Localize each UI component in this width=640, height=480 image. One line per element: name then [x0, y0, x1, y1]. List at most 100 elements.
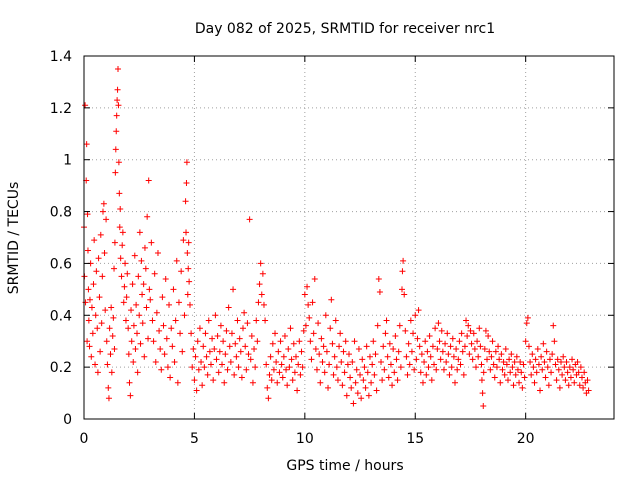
data-point: [464, 333, 471, 340]
data-point: [316, 351, 323, 358]
data-point: [378, 358, 385, 365]
data-point: [438, 327, 445, 334]
data-point: [223, 327, 230, 334]
data-point: [493, 364, 500, 371]
data-point: [290, 340, 297, 347]
data-point: [222, 351, 229, 358]
data-point: [160, 322, 167, 329]
data-point: [505, 377, 511, 384]
data-point: [136, 229, 143, 236]
data-point: [134, 369, 141, 376]
data-point: [376, 288, 383, 295]
data-point: [542, 374, 549, 381]
data-point: [174, 379, 181, 386]
data-point: [361, 364, 368, 371]
data-point: [447, 343, 454, 350]
data-point: [365, 392, 372, 399]
data-point: [141, 353, 148, 360]
data-point: [124, 270, 131, 277]
data-point: [393, 356, 400, 363]
data-point: [126, 379, 133, 386]
data-point: [283, 366, 290, 373]
data-point: [502, 345, 509, 352]
data-point: [338, 358, 345, 365]
data-point: [268, 377, 275, 384]
data-point: [574, 358, 581, 365]
data-point: [139, 291, 146, 298]
data-point: [248, 333, 255, 340]
data-point: [543, 348, 550, 355]
data-point: [550, 322, 557, 329]
data-point: [418, 351, 425, 358]
data-point: [249, 379, 256, 386]
data-point: [355, 345, 362, 352]
data-point: [298, 348, 305, 355]
data-point: [358, 395, 365, 402]
data-point: [497, 379, 504, 386]
data-point: [179, 348, 186, 355]
data-point: [564, 369, 571, 376]
data-point: [478, 377, 485, 384]
data-point: [133, 301, 140, 308]
data-point: [419, 379, 426, 386]
data-point: [458, 330, 465, 337]
data-point: [215, 369, 222, 376]
data-point: [544, 364, 551, 371]
data-point: [319, 358, 326, 365]
data-point: [336, 343, 343, 350]
data-point: [450, 353, 457, 360]
data-point: [97, 348, 104, 355]
data-point: [488, 353, 495, 360]
data-point: [309, 299, 316, 306]
data-point: [404, 371, 411, 378]
data-point: [425, 364, 432, 371]
data-point: [227, 358, 234, 365]
data-point: [531, 379, 538, 386]
data-point: [85, 317, 92, 324]
data-point: [331, 353, 338, 360]
x-tick-label: 20: [517, 431, 535, 447]
x-axis-label: GPS time / hours: [286, 458, 403, 474]
data-point: [489, 338, 496, 345]
data-point: [177, 330, 184, 337]
data-point: [129, 281, 136, 288]
data-point: [166, 301, 173, 308]
data-point: [440, 366, 447, 373]
plot-frame: [83, 55, 615, 420]
data-point: [472, 364, 479, 371]
data-point: [266, 371, 273, 378]
data-point: [479, 390, 486, 397]
data-point: [362, 384, 369, 391]
data-point: [100, 200, 107, 207]
data-point: [277, 338, 284, 345]
data-point: [143, 304, 150, 311]
data-point: [414, 335, 421, 342]
data-point: [211, 345, 218, 352]
data-point: [108, 304, 115, 311]
data-point: [204, 371, 211, 378]
data-point: [332, 317, 339, 324]
data-point: [499, 366, 506, 373]
data-point: [394, 377, 401, 384]
data-point: [98, 320, 105, 327]
data-point: [301, 291, 308, 298]
data-point: [217, 322, 224, 329]
data-point: [274, 379, 281, 386]
data-point: [114, 86, 121, 93]
data-point: [399, 268, 406, 275]
data-point: [307, 338, 314, 345]
data-point: [83, 141, 90, 148]
data-point: [184, 250, 191, 257]
data-point: [459, 348, 466, 355]
data-point: [506, 356, 513, 363]
data-point: [255, 299, 262, 306]
data-point: [304, 283, 311, 290]
data-point: [138, 257, 145, 264]
data-point: [481, 345, 488, 352]
data-point: [136, 312, 143, 319]
data-point: [106, 325, 113, 332]
data-point: [190, 345, 197, 352]
data-point: [151, 270, 158, 277]
data-point: [99, 208, 106, 215]
